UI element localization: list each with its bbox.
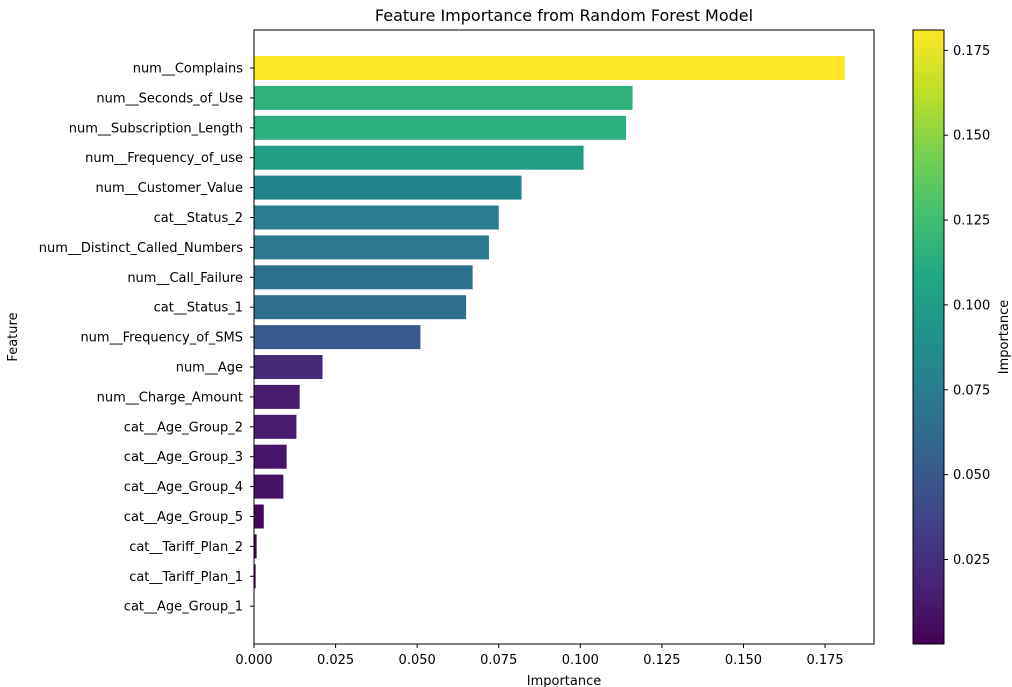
y-tick-label: num__Distinct_Called_Numbers — [39, 241, 243, 256]
bar-cat__Age_Group_5 — [254, 504, 264, 529]
x-tick-label: 0.050 — [399, 653, 436, 668]
x-tick-labels: 0.000 0.025 0.050 0.075 0.100 0.125 0.150 0.175 — [235, 644, 844, 668]
bar-num__Customer_Value — [254, 175, 522, 200]
bar-num__Frequency_of_SMS — [254, 325, 421, 350]
x-tick-label: 0.025 — [317, 653, 354, 668]
y-tick-label: cat__Age_Group_3 — [124, 450, 243, 465]
chart-title: Feature Importance from Random Forest Mo… — [375, 6, 753, 25]
colorbar-tick-label: 0.100 — [953, 298, 990, 313]
x-tick-label: 0.150 — [725, 653, 762, 668]
bar-num__Age — [254, 355, 323, 379]
bar-num__Subscription_Length — [254, 115, 626, 140]
x-tick-label: 0.175 — [806, 653, 843, 668]
y-tick-label: num__Seconds_of_Use — [96, 91, 243, 106]
y-tick-label: num__Frequency_of_SMS — [80, 331, 243, 346]
bar-cat__Age_Group_2 — [254, 414, 297, 439]
bar-num__Frequency_of_use — [254, 145, 584, 170]
colorbar-tick-label: 0.050 — [953, 468, 990, 483]
y-tick-label: cat__Age_Group_2 — [124, 420, 243, 435]
x-tick-label: 0.000 — [235, 653, 272, 668]
y-tick-labels: num__Complains num__Seconds_of_Use num__Su… — [39, 62, 254, 615]
colorbar — [912, 29, 945, 645]
plot-frame — [253, 29, 875, 645]
x-axis-label: Importance — [527, 674, 602, 687]
y-tick-label: num__Frequency_of_use — [85, 151, 243, 166]
x-tick-label: 0.100 — [562, 653, 599, 668]
x-tick-label: 0.075 — [480, 653, 517, 668]
colorbar-tick-labels: 0.025 0.050 0.075 0.100 0.125 0.150 0.175 — [944, 44, 990, 568]
bar-num__Call_Failure — [254, 265, 473, 290]
y-tick-label: num__Age — [176, 361, 243, 376]
y-tick-label: num__Charge_Amount — [97, 390, 243, 405]
y-tick-label: cat__Status_1 — [154, 301, 243, 316]
y-tick-label: cat__Tariff_Plan_1 — [129, 570, 243, 585]
y-tick-label: cat__Age_Group_4 — [124, 480, 243, 495]
colorbar-tick-label: 0.150 — [953, 129, 990, 144]
y-tick-label: cat__Age_Group_1 — [124, 600, 243, 615]
x-tick-label: 0.125 — [643, 653, 680, 668]
bar-cat__Status_2 — [254, 205, 499, 230]
bar-num__Distinct_Called_Numbers — [254, 235, 489, 260]
bar-cat__Tariff_Plan_1 — [254, 564, 256, 589]
y-tick-label: cat__Status_2 — [154, 211, 243, 226]
bar-num__Charge_Amount — [254, 384, 300, 409]
y-axis-label: Feature — [6, 312, 21, 361]
colorbar-tick-label: 0.125 — [953, 214, 990, 229]
colorbar-tick-label: 0.025 — [953, 553, 990, 568]
y-tick-label: num__Call_Failure — [127, 271, 243, 286]
bar-cat__Tariff_Plan_2 — [254, 534, 257, 559]
bars-layer — [254, 56, 845, 619]
y-tick-label: cat__Age_Group_5 — [124, 510, 243, 525]
y-tick-label: num__Customer_Value — [96, 181, 244, 196]
bar-num__Seconds_of_Use — [254, 85, 633, 110]
bar-cat__Age_Group_4 — [254, 474, 284, 499]
bar-num__Complains — [254, 56, 845, 80]
colorbar-tick-label: 0.175 — [953, 44, 990, 59]
bar-cat__Status_1 — [254, 295, 467, 320]
y-tick-label: num__Complains — [133, 62, 244, 77]
colorbar-label: Importance — [997, 300, 1012, 375]
bar-cat__Age_Group_3 — [254, 444, 287, 469]
y-tick-label: cat__Tariff_Plan_2 — [129, 540, 243, 555]
colorbar-tick-label: 0.075 — [953, 383, 990, 398]
y-tick-label: num__Subscription_Length — [69, 121, 243, 136]
